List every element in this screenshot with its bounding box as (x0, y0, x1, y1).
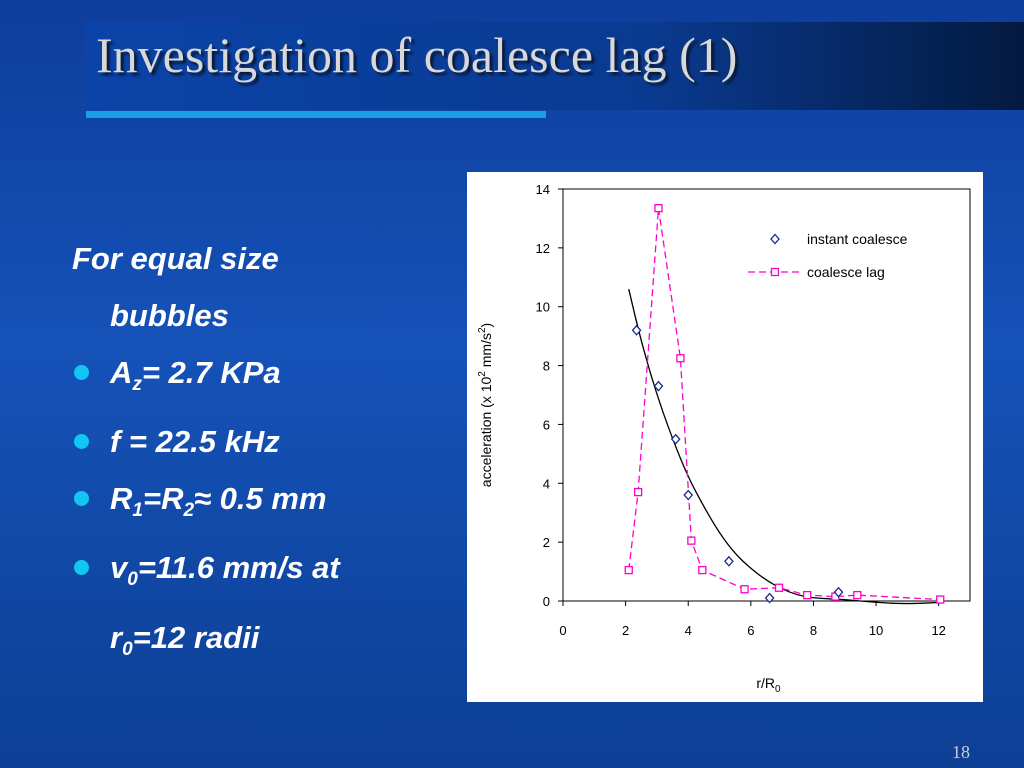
radius-r2: =R (142, 481, 184, 517)
y-tick-label: 10 (536, 300, 550, 315)
x-axis-label-main: r/R (756, 675, 775, 691)
instant-coalesce-point (653, 380, 664, 392)
y-axis-label-main: acceleration (x 10 (478, 376, 494, 487)
coalesce-lag-point (803, 590, 812, 600)
y-axis-label-mid: mm/s (478, 333, 494, 371)
page-number: 18 (952, 742, 970, 762)
x-tick-label: 0 (559, 623, 566, 638)
bullet-dot (74, 365, 89, 380)
x-tick-label: 4 (685, 623, 692, 638)
bullet-amplitude: Az= 2.7 KPa (72, 344, 452, 413)
legend-lag-marker (770, 267, 780, 277)
y-axis-label: acceleration (x 102 mm/s2) (477, 323, 494, 487)
y-tick-label: 2 (543, 535, 550, 550)
lead-line-2: bubbles (110, 298, 229, 333)
bullet-dot (74, 434, 89, 450)
coalesce-lag-point (654, 203, 663, 213)
instant-coalesce-point (764, 592, 775, 604)
coalesce-lag-point (633, 487, 643, 497)
bullet-frequency: f = 22.5 kHz (72, 413, 452, 470)
coalesce-lag-point (687, 536, 696, 545)
bullet-dot (74, 560, 89, 576)
x-tick-label: 8 (810, 623, 817, 638)
instant-coalesce-point (724, 555, 734, 567)
x-tick-label: 6 (747, 623, 754, 638)
y-axis-label-sup2: 2 (477, 327, 488, 333)
coalesce-lag-point (740, 585, 749, 594)
frequency-text: f = 22.5 kHz (110, 424, 280, 460)
radius0-value: =12 radii (132, 619, 260, 655)
x-axis-label-sub: 0 (775, 684, 781, 695)
bullet-lead: For equal size bubbles (72, 230, 452, 344)
radius-sub1: 1 (132, 500, 143, 522)
coalesce-lag-point (853, 590, 862, 600)
y-axis-label-end: ) (478, 323, 494, 328)
amp-subscript: z (132, 374, 142, 396)
amp-value: = 2.7 KPa (141, 355, 281, 390)
radius0-subscript: 0 (122, 638, 133, 660)
x-axis-label: r/R0 (756, 675, 781, 695)
radius-value: ≈ 0.5 mm (194, 481, 327, 517)
radius-r1: R (110, 481, 133, 517)
y-tick-label: 6 (543, 417, 550, 432)
lead-line-1: For equal size (72, 241, 279, 276)
velocity-subscript: 0 (127, 569, 138, 591)
fit-curve (628, 288, 939, 605)
y-axis-label-sup: 2 (477, 371, 488, 377)
instant-coalesce-point (833, 586, 844, 598)
acceleration-chart: 0 2 4 6 8 10 12 14 0 2 4 6 8 10 12 instant coalesce coa… (477, 182, 971, 695)
velocity-value: =11.6 mm/s at (137, 550, 340, 586)
slide-title: Investigation of coalesce lag (1) (96, 27, 738, 83)
y-tick-label: 8 (543, 359, 550, 374)
coalesce-lag-point (676, 354, 685, 363)
bullet-velocity: v0=11.6 mm/s at r0=12 radii (72, 539, 452, 677)
plot-area-frame (562, 188, 971, 602)
coalesce-lag-point (624, 565, 633, 575)
x-tick-label: 2 (622, 623, 629, 638)
coalesce-lag-point (698, 565, 707, 575)
x-tick-label: 10 (869, 623, 883, 638)
coalesce-lag-point (936, 595, 945, 604)
instant-coalesce-point (631, 324, 642, 336)
y-tick-label: 0 (543, 594, 550, 609)
bullet-list: For equal size bubbles Az= 2.7 KPa f = 2… (72, 230, 452, 678)
legend-instant-marker (770, 233, 780, 245)
instant-coalesce-point (683, 489, 694, 501)
x-tick-label: 12 (931, 623, 945, 638)
legend-instant-label: instant coalesce (807, 231, 908, 247)
title-underline (86, 111, 546, 118)
bullet-dot (74, 491, 89, 507)
velocity-symbol: v (110, 550, 128, 586)
legend-lag-label: coalesce lag (807, 264, 885, 280)
chart-panel: 0 2 4 6 8 10 12 14 0 2 4 6 8 10 12 instant coalesce coa… (467, 172, 983, 702)
title-bar-background (85, 22, 1024, 110)
coalesce-lag-point (774, 583, 784, 592)
y-tick-label: 4 (543, 476, 550, 491)
radius-sub2: 2 (183, 500, 195, 522)
y-tick-label: 14 (536, 182, 550, 197)
y-tick-label: 12 (536, 241, 550, 256)
radius0-symbol: r (110, 619, 123, 655)
amp-symbol: A (110, 355, 133, 390)
instant-coalesce-point (670, 433, 681, 445)
bullet-radius: R1=R2≈ 0.5 mm (72, 470, 452, 539)
coalesce-lag-line (628, 208, 941, 601)
